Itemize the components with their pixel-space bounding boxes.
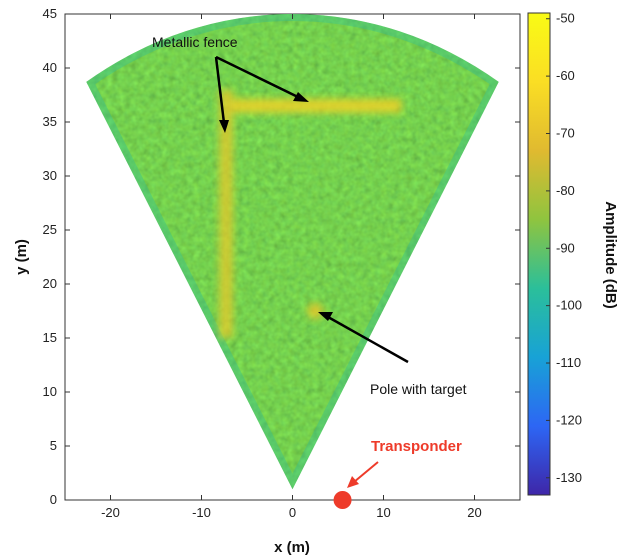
x-tick-label: -10 [192, 505, 211, 520]
y-tick-label: 35 [43, 114, 57, 129]
colorbar-tick-label: -60 [556, 68, 575, 83]
y-tick-label: 25 [43, 222, 57, 237]
pole-target [307, 303, 324, 319]
colorbar-tick-label: -50 [556, 11, 575, 26]
colorbar-tick-label: -100 [556, 298, 582, 313]
transponder-marker [333, 491, 352, 509]
fence-arrowhead-vertical [219, 120, 229, 133]
y-tick-label: 5 [50, 438, 57, 453]
fence-arrow-vertical [214, 56, 226, 124]
x-axis-title: x (m) [274, 539, 310, 556]
y-tick-label: 45 [43, 6, 57, 21]
y-tick-label: 15 [43, 330, 57, 345]
y-axis-ticks: 0 5 10 15 20 25 30 35 40 45 [43, 6, 520, 507]
colorbar-tick-label: -130 [556, 470, 582, 485]
metallic-fence-label: Metallic fence [152, 34, 238, 50]
y-tick-label: 0 [50, 492, 57, 507]
y-tick-label: 30 [43, 168, 57, 183]
transponder-arrowhead [347, 476, 359, 488]
colorbar-gradient [527, 12, 551, 496]
x-tick-label: 10 [376, 505, 390, 520]
y-tick-label: 40 [43, 60, 57, 75]
pole-arrow [327, 315, 409, 364]
colorbar: -50 -60 -70 -80 -90 -100 -110 -120 -130 Amplitud… [527, 11, 619, 496]
pole-target-label: Pole with target [370, 381, 467, 397]
colorbar-ticks: -50 -60 -70 -80 -90 -100 -110 -120 -130 [546, 11, 582, 485]
x-tick-label: -20 [101, 505, 120, 520]
colorbar-tick-label: -80 [556, 183, 575, 198]
colorbar-tick-label: -70 [556, 126, 575, 141]
colorbar-tick-label: -120 [556, 412, 582, 427]
fence-arrow-horizontal [215, 55, 301, 100]
x-tick-label: 20 [467, 505, 481, 520]
x-tick-label: 0 [289, 505, 296, 520]
fence-arrowhead-horizontal [293, 92, 309, 102]
y-tick-label: 10 [43, 384, 57, 399]
metallic-fence-horizontal [228, 98, 402, 113]
y-axis-title: y (m) [13, 239, 30, 275]
metallic-fence-vertical [219, 89, 234, 338]
colorbar-label: Amplitude (dB) [602, 201, 619, 308]
transponder-arrow [353, 461, 379, 483]
x-axis-ticks: -20 -10 0 10 20 [101, 14, 482, 520]
annotations: Metallic fence Pole with target Transpon… [152, 34, 467, 509]
y-tick-label: 20 [43, 276, 57, 291]
colorbar-tick-label: -90 [556, 240, 575, 255]
pole-arrowhead [318, 312, 333, 321]
colorbar-tick-label: -110 [556, 355, 581, 370]
transponder-label: Transponder [371, 438, 462, 455]
